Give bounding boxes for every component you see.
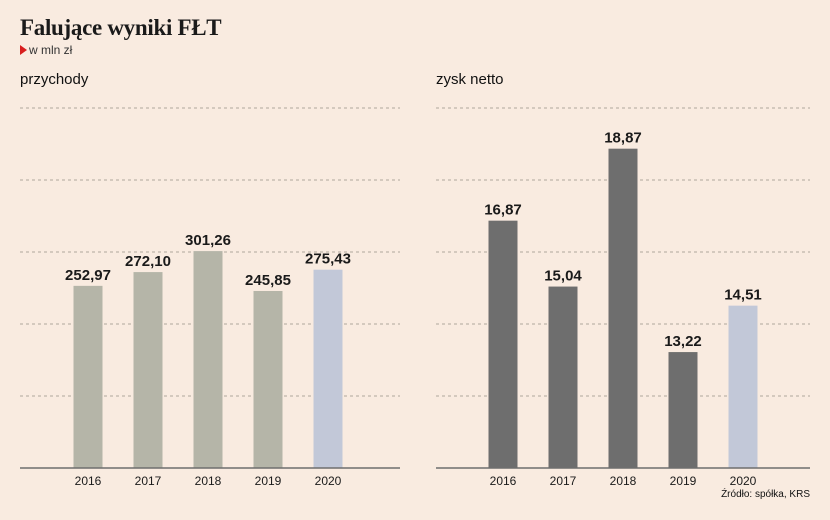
profit-bar-2016 (488, 220, 518, 468)
profit-tick-label-2020: 2020 (730, 474, 757, 488)
revenue-tick-label-2020: 2020 (315, 474, 342, 488)
unit-label: w mln zł (29, 43, 73, 57)
revenue-bar-2018 (193, 251, 223, 468)
revenue-value-label-2019: 245,85 (245, 272, 291, 289)
panel-title-revenue: przychody (20, 71, 89, 88)
unit-subtitle: w mln zł (20, 43, 72, 57)
profit-bar-2019 (668, 352, 698, 468)
revenue-tick-label-2019: 2019 (255, 474, 282, 488)
revenue-bar-2017 (133, 272, 163, 468)
profit-value-label-2016: 16,87 (484, 202, 522, 219)
profit-bar-2020 (728, 305, 758, 468)
revenue-bar-2016 (73, 285, 103, 468)
revenue-bar-2019 (253, 290, 283, 468)
red-triangle-icon (20, 45, 27, 55)
profit-tick-label-2019: 2019 (670, 474, 697, 488)
profit-value-label-2019: 13,22 (664, 333, 702, 350)
revenue-value-label-2020: 275,43 (305, 251, 351, 268)
revenue-value-label-2018: 301,26 (185, 232, 231, 249)
revenue-value-label-2017: 272,10 (125, 253, 171, 270)
profit-bar-2018 (608, 148, 638, 468)
profit-tick-label-2018: 2018 (610, 474, 637, 488)
profit-value-label-2017: 15,04 (544, 268, 582, 285)
source-note: Źródło: spółka, KRS (721, 489, 810, 500)
profit-value-label-2020: 14,51 (724, 287, 762, 304)
revenue-tick-label-2018: 2018 (195, 474, 222, 488)
profit-bar-2017 (548, 286, 578, 468)
profit-tick-label-2016: 2016 (490, 474, 517, 488)
revenue-bar-2020 (313, 269, 343, 468)
profit-value-label-2018: 18,87 (604, 130, 642, 147)
chart-title: Falujące wyniki FŁT (20, 15, 222, 40)
profit-tick-label-2017: 2017 (550, 474, 577, 488)
panel-title-profit: zysk netto (436, 71, 504, 88)
revenue-tick-label-2016: 2016 (75, 474, 102, 488)
revenue-value-label-2016: 252,97 (65, 267, 111, 284)
revenue-tick-label-2017: 2017 (135, 474, 162, 488)
